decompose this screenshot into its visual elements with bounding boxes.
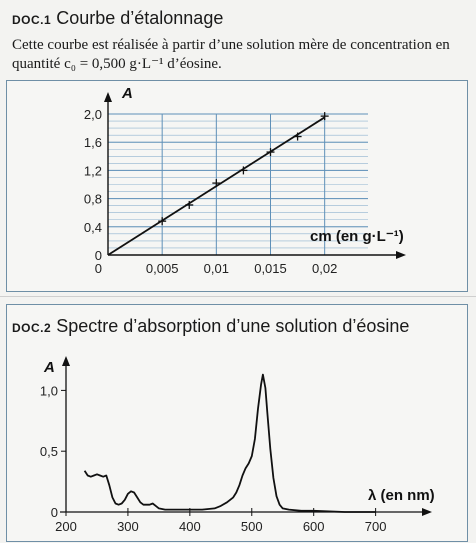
x-tick-label: 200: [55, 519, 77, 534]
y-tick-label: 0: [95, 248, 102, 263]
x-tick-label: 0: [95, 261, 102, 276]
x-tick-label: 700: [365, 519, 387, 534]
x-axis-arrow: [422, 508, 432, 516]
y-tick-label: 0,8: [84, 192, 102, 207]
data-point: [185, 200, 194, 209]
y-tick-label: 2,0: [84, 107, 102, 122]
y-tick-label: 0,4: [84, 220, 102, 235]
data-point: [320, 112, 329, 121]
y-tick-label: 0: [51, 505, 58, 520]
x-tick-label: 0,005: [146, 261, 179, 276]
y-tick-label: 1,6: [84, 135, 102, 150]
spectrum-curve: [83, 373, 376, 513]
data-point: [158, 217, 167, 226]
data-point: [239, 166, 248, 175]
x-tick-label: 0,015: [254, 261, 287, 276]
doc2-title: Spectre d’absorption d’une solution d’éo…: [56, 316, 410, 336]
doc1-title: Courbe d’étalonnage: [56, 8, 224, 28]
doc1-tag: DOC.1: [12, 13, 52, 27]
doc2-tag: DOC.2: [12, 321, 52, 335]
doc1-description: Cette courbe est réalisée à partir d’une…: [12, 37, 450, 72]
data-point: [266, 148, 275, 157]
x-tick-label: 600: [303, 519, 325, 534]
data-point: [293, 132, 302, 141]
y-tick-label: 1,2: [84, 163, 102, 178]
doc2-heading: DOC.2 Spectre d’absorption d’une solutio…: [12, 316, 409, 337]
spectrum-panel: [6, 304, 468, 542]
y-axis-arrow: [104, 92, 112, 102]
x-axis-arrow: [396, 251, 406, 259]
doc1-heading: DOC.1 Courbe d’étalonnage: [12, 8, 223, 29]
x-axis-label: cm (en g·L⁻¹): [310, 228, 404, 245]
calibration-chart: 0 0,005 0,01 0,015 0,02 0 0,4 0,8 1,2 1,6 2,0 Acm (…: [84, 85, 406, 276]
y-axis-label: A: [43, 359, 55, 376]
data-point: [212, 179, 221, 188]
y-axis-label: A: [121, 85, 133, 102]
calibration-panel: [6, 80, 468, 292]
section-divider: [0, 296, 476, 297]
y-tick-label: 0,5: [40, 444, 58, 459]
y-tick-label: 1,0: [40, 383, 58, 398]
x-tick-label: 0,01: [204, 261, 229, 276]
x-tick-label: 400: [179, 519, 201, 534]
y-axis-arrow: [62, 356, 70, 366]
x-tick-label: 300: [117, 519, 139, 534]
x-tick-label: 0,02: [312, 261, 337, 276]
x-tick-label: 500: [241, 519, 263, 534]
x-axis-label: λ (en nm): [368, 487, 435, 504]
